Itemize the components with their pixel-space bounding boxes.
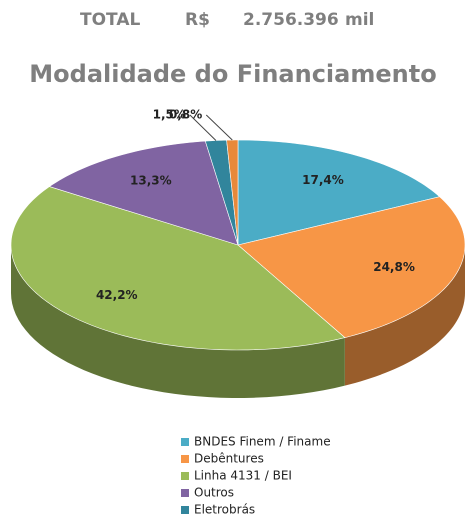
header-unit: mil (345, 10, 374, 30)
header-currency: R$ (185, 10, 210, 30)
data-label: 24,8% (373, 260, 415, 274)
legend-label: Linha 4131 / BEI (194, 469, 292, 483)
slice-side (11, 245, 345, 398)
slice (237, 196, 466, 338)
header-label: TOTAL (80, 10, 140, 30)
leader-line (205, 114, 233, 141)
legend-swatch (181, 489, 189, 497)
legend-label: BNDES Finem / Finame (194, 435, 331, 449)
legend-swatch (181, 506, 189, 514)
slice (48, 140, 239, 246)
legend-label: Debêntures (194, 452, 264, 466)
header-total: 2.756.396 (243, 10, 339, 30)
data-label: 1,5% (153, 108, 186, 122)
leader-line (189, 114, 217, 141)
legend-swatch (181, 438, 189, 446)
slice (237, 139, 441, 246)
legend-swatch (181, 455, 189, 463)
data-label: 17,4% (302, 173, 344, 187)
data-label: 42,2% (96, 288, 138, 302)
legend-label: Eletrobrás (194, 503, 255, 517)
chart-title: Modalidade do Financiamento (29, 60, 436, 88)
legend-label: Outros (194, 486, 234, 500)
slice-side (344, 245, 465, 386)
slice (10, 186, 346, 351)
data-label: 0,8% (169, 108, 202, 122)
data-label: 13,3% (130, 174, 172, 188)
legend-swatch (181, 472, 189, 480)
